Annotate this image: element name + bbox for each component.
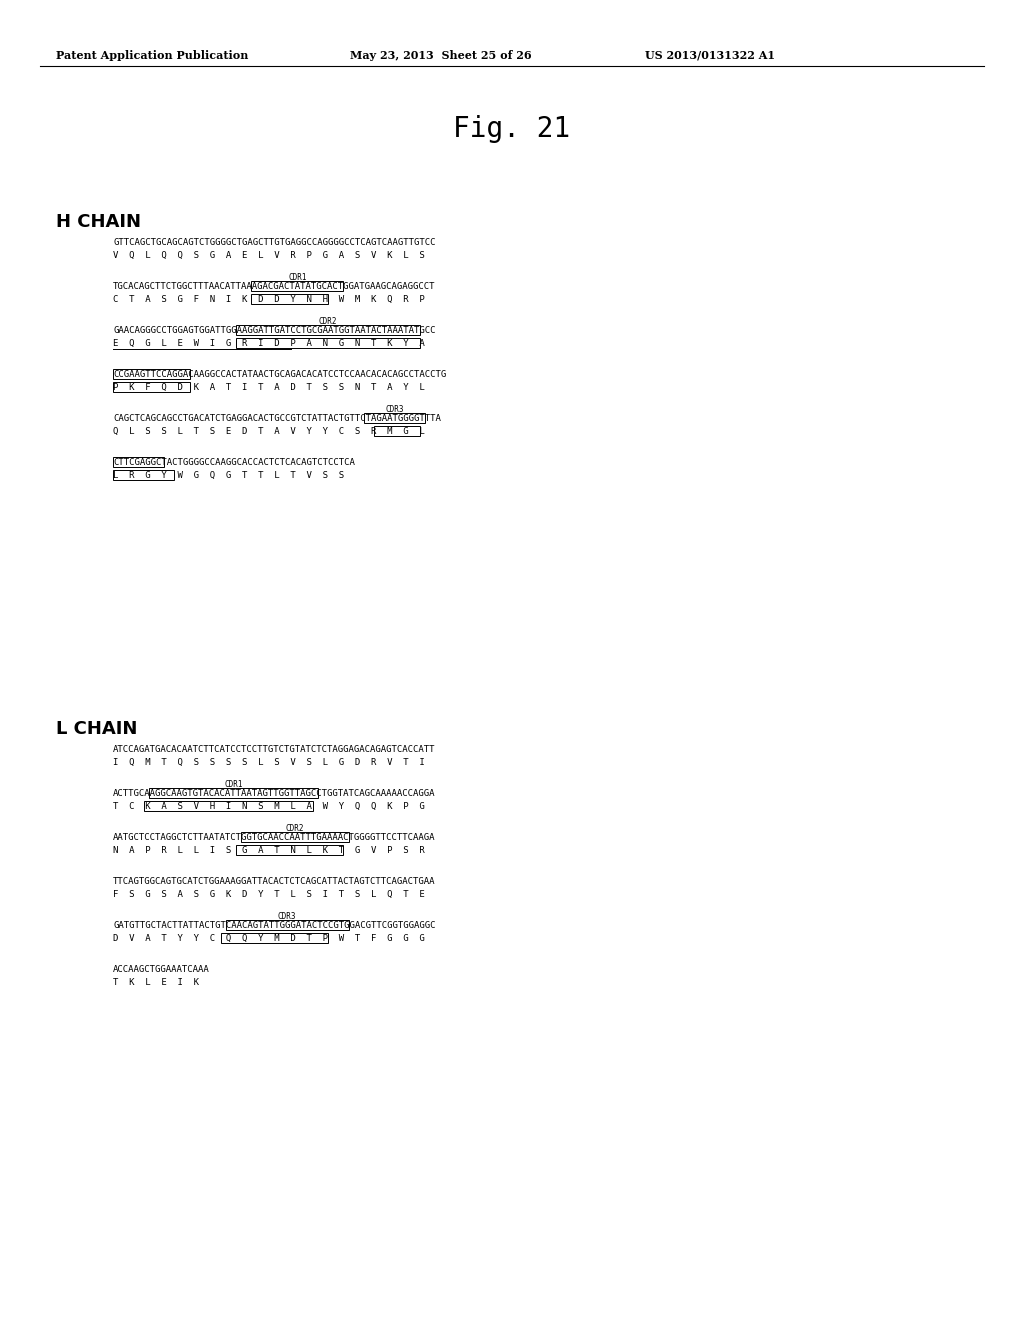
Text: ACCAAGCTGGAAATCAAA: ACCAAGCTGGAAATCAAA <box>113 965 210 974</box>
Text: I  Q  M  T  Q  S  S  S  S  L  S  V  S  L  G  D  R  V  T  I: I Q M T Q S S S S L S V S L G D R V T I <box>113 758 425 767</box>
Text: P  K  F  Q  D  K  A  T  I  T  A  D  T  S  S  N  T  A  Y  L: P K F Q D K A T I T A D T S S N T A Y L <box>113 383 425 392</box>
Text: H CHAIN: H CHAIN <box>56 213 141 231</box>
Text: TGCACAGCTTCTGGCTTTAACATTAAAGACGACTATATGCACTGGATGAAGCAGAGGCCT: TGCACAGCTTCTGGCTTTAACATTAAAGACGACTATATGC… <box>113 282 435 290</box>
Bar <box>113 457 164 467</box>
Text: GAACAGGGCCTGGAGTGGATTGGAAGGATTGATCCTGCGAATGGTAATACTAAATATGCC: GAACAGGGCCTGGAGTGGATTGGAAGGATTGATCCTGCGA… <box>113 326 435 335</box>
Text: F  S  G  S  A  S  G  K  D  Y  T  L  S  I  T  S  L  Q  T  E: F S G S A S G K D Y T L S I T S L Q T E <box>113 890 425 899</box>
Bar <box>113 470 174 480</box>
Text: CDR3: CDR3 <box>385 405 403 414</box>
Bar <box>374 425 420 436</box>
Text: CDR3: CDR3 <box>278 912 296 921</box>
Text: CDR2: CDR2 <box>286 824 304 833</box>
Bar <box>236 325 420 335</box>
Text: May 23, 2013  Sheet 25 of 26: May 23, 2013 Sheet 25 of 26 <box>350 50 531 61</box>
Text: TTCAGTGGCAGTGCATCTGGAAAGGATTACACTCTCAGCATTACTAGTCTTCAGACTGAA: TTCAGTGGCAGTGCATCTGGAAAGGATTACACTCTCAGCA… <box>113 876 435 886</box>
Text: CCGAAGTTCCAGGACAAGGCCACTATAACTGCAGACACATCCTCCAACACACAGCCTACCTG: CCGAAGTTCCAGGACAAGGCCACTATAACTGCAGACACAT… <box>113 370 446 379</box>
Bar <box>220 932 328 942</box>
Text: D  V  A  T  Y  Y  C  Q  Q  Y  M  D  T  P  W  T  F  G  G  G: D V A T Y Y C Q Q Y M D T P W T F G G G <box>113 935 425 942</box>
Bar <box>113 381 189 392</box>
Bar <box>143 800 312 810</box>
Text: T  K  L  E  I  K: T K L E I K <box>113 978 199 987</box>
Text: T  C  K  A  S  V  H  I  N  S  M  L  A  W  Y  Q  Q  K  P  G: T C K A S V H I N S M L A W Y Q Q K P G <box>113 803 425 810</box>
Text: CDR2: CDR2 <box>318 317 337 326</box>
Text: Patent Application Publication: Patent Application Publication <box>56 50 249 61</box>
Text: US 2013/0131322 A1: US 2013/0131322 A1 <box>645 50 775 61</box>
Bar <box>236 338 420 348</box>
Text: N  A  P  R  L  L  I  S  G  A  T  N  L  K  T  G  V  P  S  R: N A P R L L I S G A T N L K T G V P S R <box>113 846 425 855</box>
Text: Fig. 21: Fig. 21 <box>454 115 570 143</box>
Text: L CHAIN: L CHAIN <box>56 719 137 738</box>
Bar <box>251 281 343 290</box>
Text: CTTCGAGGCTACTGGGGCCAAGGCACCACTCTCACAGTCTCCTCA: CTTCGAGGCTACTGGGGCCAAGGCACCACTCTCACAGTCT… <box>113 458 355 467</box>
Bar <box>364 412 425 422</box>
Text: GATGTTGCTACTTATTACTGTCAACAGTATTGGGATACTCCGTGGACGTTCGGTGGAGGC: GATGTTGCTACTTATTACTGTCAACAGTATTGGGATACTC… <box>113 921 435 931</box>
Text: CDR1: CDR1 <box>288 273 306 282</box>
Text: GTTCAGCTGCAGCAGTCTGGGGCTGAGCTTGTGAGGCCAGGGGCCTCAGTCAAGTTGTCC: GTTCAGCTGCAGCAGTCTGGGGCTGAGCTTGTGAGGCCAG… <box>113 238 435 247</box>
Bar <box>241 832 348 842</box>
Text: ACTTGCAAGGCAAGTGTACACATTAATAGTTGGTTAGCCTGGTATCAGCAAAAACCAGGA: ACTTGCAAGGCAAGTGTACACATTAATAGTTGGTTAGCCT… <box>113 789 435 799</box>
Bar <box>148 788 317 799</box>
Text: C  T  A  S  G  F  N  I  K  D  D  Y  N  H  W  M  K  Q  R  P: C T A S G F N I K D D Y N H W M K Q R P <box>113 294 425 304</box>
Text: AATGCTCCTAGGCTCTTAATATCTGGTGCAACCAATTTGAAAACTGGGGTTCCTTCAAGA: AATGCTCCTAGGCTCTTAATATCTGGTGCAACCAATTTGA… <box>113 833 435 842</box>
Bar <box>113 368 189 379</box>
Text: V  Q  L  Q  Q  S  G  A  E  L  V  R  P  G  A  S  V  K  L  S: V Q L Q Q S G A E L V R P G A S V K L S <box>113 251 425 260</box>
Bar <box>236 845 343 855</box>
Text: Q  L  S  S  L  T  S  E  D  T  A  V  Y  Y  C  S  R  M  G  L: Q L S S L T S E D T A V Y Y C S R M G L <box>113 426 425 436</box>
Text: ATCCAGATGACACAATCTTCATCCTCCTTGTCTGTATCTCTAGGAGACAGAGTCACCATT: ATCCAGATGACACAATCTTCATCCTCCTTGTCTGTATCTC… <box>113 744 435 754</box>
Bar <box>225 920 348 931</box>
Text: CDR1: CDR1 <box>224 780 243 789</box>
Text: L  R  G  Y  W  G  Q  G  T  T  L  T  V  S  S: L R G Y W G Q G T T L T V S S <box>113 471 344 480</box>
Text: CAGCTCAGCAGCCTGACATCTGAGGACACTGCCGTCTATTACTGTTCTAGAATGGGGTTTA: CAGCTCAGCAGCCTGACATCTGAGGACACTGCCGTCTATT… <box>113 414 441 422</box>
Text: E  Q  G  L  E  W  I  G  R  I  D  P  A  N  G  N  T  K  Y  A: E Q G L E W I G R I D P A N G N T K Y A <box>113 339 425 348</box>
Bar <box>251 293 328 304</box>
